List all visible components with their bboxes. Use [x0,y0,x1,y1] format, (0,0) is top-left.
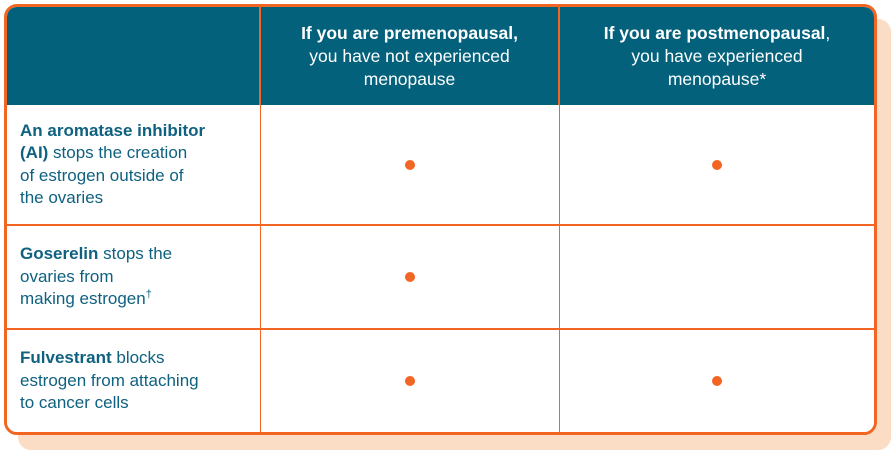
row-aromatase-label: An aromatase inhibitor (AI) stops the cre… [7,105,261,226]
treatment-comparison-card: If you are premenopausal, you have not ex… [4,4,877,435]
row-goserelin-postmenopausal-cell [560,226,874,330]
bullet-ring-icon [712,376,722,386]
bullet-ring-icon [712,159,722,170]
row-aromatase-postmenopausal-cell [560,105,874,226]
text-line: menopause [363,68,456,89]
text-line: If you are postmenopausal, [603,22,831,43]
text-line: (AI) stops the creation [20,143,188,162]
text-line: to cancer cells [20,393,129,413]
row-fulvestrant-premenopausal-cell [261,330,560,432]
row-goserelin-premenopausal-cell [261,226,560,330]
text-line: menopause* [667,68,767,89]
text-line: An aromatase inhibitor [20,120,206,140]
row-fulvestrant-label: Fulvestrant blocks estrogen from attachin… [7,330,261,432]
header-postmenopausal: If you are postmenopausal, you have exper… [560,7,874,105]
bullet-ring-icon [405,272,415,282]
text-line: estrogen from attaching [20,370,199,390]
treatment-table: If you are premenopausal, you have not ex… [7,7,874,432]
text-line: making estrogen† [20,288,152,309]
text-line: the ovaries [20,188,104,207]
text-line: you have not experienced [309,45,510,66]
row-aromatase-premenopausal-cell [261,105,560,226]
text-line: If you are premenopausal, [301,22,518,43]
bullet-ring-icon [405,376,415,386]
header-premenopausal: If you are premenopausal, you have not ex… [261,7,560,105]
bullet-ring-icon [405,159,415,170]
text-line: Goserelin stops the [20,244,173,264]
header-empty-cell [7,7,261,105]
row-fulvestrant-postmenopausal-cell [560,330,874,432]
text-line: ovaries from [20,266,114,286]
row-goserelin-label: Goserelin stops the ovaries from making es… [7,226,261,330]
text-line: of estrogen outside of [20,165,184,185]
text-line: you have experienced [631,45,803,66]
text-line: Fulvestrant blocks [20,348,165,368]
